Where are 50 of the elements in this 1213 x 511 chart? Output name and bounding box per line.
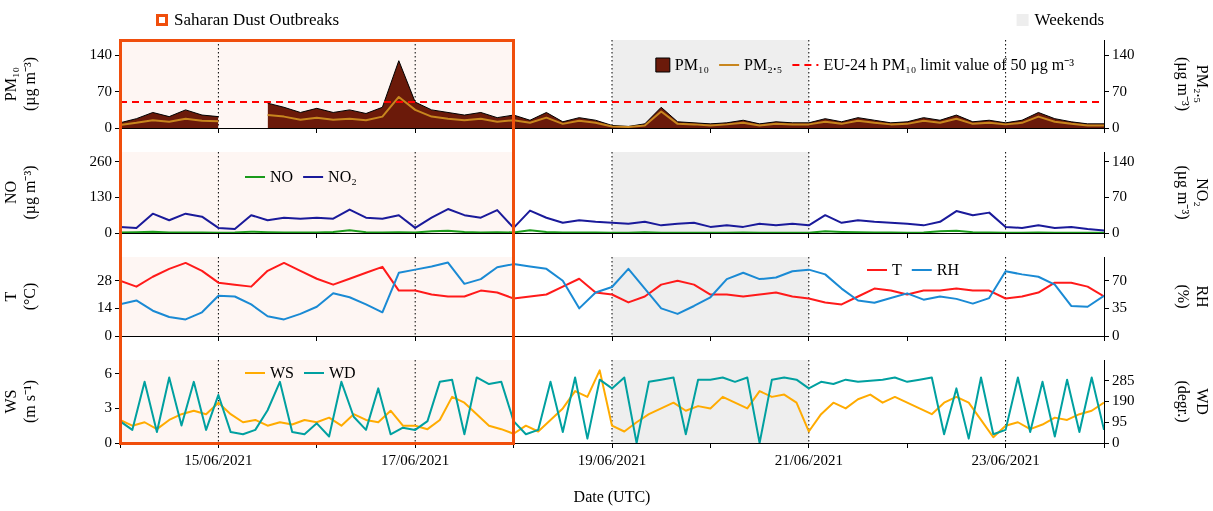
x-tick-label: 23/06/2021: [971, 451, 1040, 468]
y2-axis-title: WD (degr.): [1174, 380, 1212, 423]
y2-tick-label: 140: [1112, 46, 1135, 63]
legend-label: Weekends: [1034, 10, 1104, 30]
legend-label: PM₁₀: [674, 56, 710, 74]
y2-tick-label: 0: [1112, 223, 1120, 240]
y-tick-label: 0: [104, 433, 112, 450]
y2-tick-label: 0: [1112, 326, 1120, 343]
y-tick-label: 70: [97, 82, 112, 99]
y2-tick-label: 70: [1112, 271, 1127, 288]
y-axis-title: PM₁₀ (µg m⁻³): [1, 56, 39, 112]
x-tick-label: 19/06/2021: [577, 451, 647, 468]
y2-tick-label: 190: [1112, 392, 1135, 409]
x-tick-label: 17/06/2021: [381, 451, 450, 468]
legend-label: Saharan Dust Outbreaks: [174, 10, 340, 30]
x-tick-label: 15/06/2021: [184, 451, 253, 468]
legend-label: NO: [270, 168, 294, 186]
y2-tick-label: 70: [1112, 82, 1127, 99]
y-axis-title: WS (m s⁻¹): [1, 379, 39, 424]
x-tick-label: 21/06/2021: [774, 451, 843, 468]
y-tick-label: 6: [104, 364, 113, 381]
legend-label: RH: [936, 261, 960, 279]
y2-tick-label: 35: [1112, 299, 1127, 316]
y2-tick-label: 140: [1112, 152, 1135, 169]
y-axis-title: T (°C): [1, 282, 39, 311]
y-tick-label: 140: [89, 46, 112, 63]
legend-label: T: [892, 261, 902, 279]
y2-tick-label: 95: [1112, 413, 1127, 430]
y-tick-label: 0: [104, 223, 112, 240]
y-axis-title: NO (µg m⁻³): [1, 165, 39, 220]
y-tick-label: 14: [97, 299, 113, 316]
y2-tick-label: 70: [1112, 188, 1127, 205]
y2-tick-label: 0: [1112, 118, 1120, 135]
legend-label: NO₂: [328, 168, 357, 186]
y-tick-label: 3: [104, 399, 112, 416]
y-tick-label: 130: [89, 188, 112, 205]
y2-tick-label: 0: [1112, 433, 1120, 450]
y2-axis-title: RH (%): [1174, 284, 1212, 309]
x-axis-title: Date (UTC): [573, 487, 651, 506]
y-tick-label: 28: [97, 271, 112, 288]
legend-label: WS: [270, 364, 294, 382]
y2-tick-label: 285: [1112, 371, 1135, 388]
y-tick-label: 0: [104, 118, 112, 135]
legend-label: EU-24 h PM₁₀ limit value of 50 µg m⁻³: [823, 56, 1075, 75]
y-tick-label: 0: [104, 326, 112, 343]
y2-axis-title: PM₂.₅ (µg m⁻³): [1174, 56, 1212, 112]
y-tick-label: 260: [89, 152, 112, 169]
legend-label: PM₂.₅: [744, 56, 783, 74]
y2-axis-title: NO₂ (µg m⁻³): [1174, 165, 1212, 220]
legend-label: WD: [329, 364, 356, 382]
